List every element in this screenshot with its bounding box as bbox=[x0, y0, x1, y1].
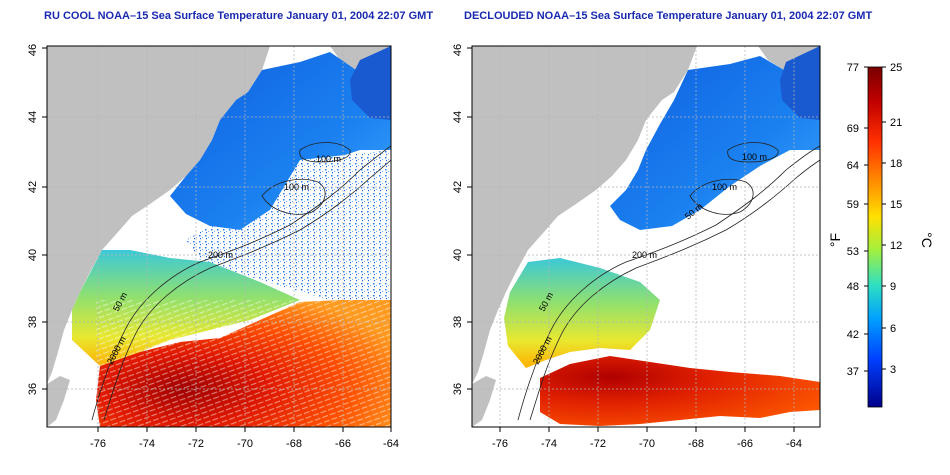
left-land-mass bbox=[47, 46, 270, 384]
left-y-tick: 36 bbox=[27, 383, 39, 395]
right-y-axis: 36 38 40 42 44 46 bbox=[452, 44, 472, 395]
left-isobath-label-2: 100 m bbox=[284, 182, 309, 192]
right-y-tick: 38 bbox=[452, 316, 464, 328]
right-x-tick: -72 bbox=[590, 438, 606, 450]
left-x-tick: -64 bbox=[383, 438, 399, 450]
colorbar-f-tick: 37 bbox=[847, 366, 859, 378]
left-x-axis: -76 -74 -72 -70 -68 -66 -64 bbox=[90, 427, 399, 450]
colorbar-c-tick: 21 bbox=[890, 117, 902, 129]
colorbar-c-tick: 18 bbox=[890, 158, 902, 170]
left-cloud-speckle bbox=[186, 150, 391, 300]
left-cloud-streaks bbox=[96, 300, 391, 427]
left-grid bbox=[47, 46, 391, 427]
right-x-tick: -76 bbox=[492, 438, 508, 450]
right-cold-east bbox=[780, 46, 820, 120]
right-x-axis: -76 -74 -72 -70 -68 -66 -64 bbox=[492, 427, 802, 450]
left-y-tick: 46 bbox=[27, 44, 39, 56]
colorbar-f-tick: 69 bbox=[847, 123, 859, 135]
colorbar-f-tick: 53 bbox=[847, 246, 859, 258]
colorbar-celsius-label: °C bbox=[919, 232, 935, 248]
right-x-tick: -74 bbox=[541, 438, 557, 450]
right-y-tick: 36 bbox=[452, 383, 464, 395]
right-isobath-label-1: 100 m bbox=[742, 152, 767, 162]
colorbar-gradient bbox=[867, 66, 883, 408]
right-y-tick: 42 bbox=[452, 181, 464, 193]
right-cold-water bbox=[610, 56, 820, 230]
right-x-tick: -68 bbox=[688, 438, 704, 450]
right-y-tick: 46 bbox=[452, 44, 464, 56]
left-y-tick: 42 bbox=[27, 181, 39, 193]
right-y-tick: 40 bbox=[452, 249, 464, 261]
colorbar-c-tick: 15 bbox=[890, 199, 902, 211]
colorbar-f-tick: 77 bbox=[847, 62, 859, 74]
right-map: 100 m 100 m 50 m 200 m 50 m 2000 m -76 -… bbox=[452, 44, 821, 450]
right-x-tick: -66 bbox=[737, 438, 753, 450]
right-grid bbox=[472, 46, 820, 427]
left-x-tick: -70 bbox=[237, 438, 253, 450]
colorbar-c-tick: 9 bbox=[890, 281, 896, 293]
right-map-frame bbox=[471, 45, 821, 428]
colorbar-c-tick: 12 bbox=[890, 240, 902, 252]
right-y-tick: 44 bbox=[452, 111, 464, 123]
right-isobath-label-2: 100 m bbox=[712, 182, 737, 192]
right-x-tick: -64 bbox=[786, 438, 802, 450]
left-map: 100 m 100 m 200 m 50 m 2000 m -76 -74 -7… bbox=[27, 44, 399, 450]
colorbar-fahrenheit-label: °F bbox=[827, 233, 843, 247]
left-isobath-label-1: 100 m bbox=[316, 154, 341, 164]
colorbar-c-tick: 25 bbox=[890, 62, 902, 74]
colorbar-f-tick: 59 bbox=[847, 199, 859, 211]
left-cold-water bbox=[170, 52, 391, 230]
left-map-frame bbox=[46, 45, 392, 428]
colorbar: 77 69 64 59 53 48 42 37 25 21 18 15 12 9… bbox=[827, 62, 935, 408]
left-x-tick: -76 bbox=[90, 438, 106, 450]
right-isobath-label-4: 200 m bbox=[632, 250, 657, 260]
colorbar-c-tick: 6 bbox=[890, 323, 896, 335]
left-y-tick: 38 bbox=[27, 316, 39, 328]
colorbar-f-tick: 42 bbox=[847, 329, 859, 341]
right-land-mass bbox=[472, 46, 697, 384]
left-map-title: RU COOL NOAA–15 Sea Surface Temperature … bbox=[44, 10, 434, 22]
left-y-axis: 36 38 40 42 44 46 bbox=[27, 44, 47, 395]
left-isobath-label-3: 200 m bbox=[208, 250, 233, 260]
left-x-tick: -66 bbox=[335, 438, 351, 450]
colorbar-c-tick: 3 bbox=[890, 364, 896, 376]
left-x-tick: -72 bbox=[188, 438, 204, 450]
left-y-tick: 40 bbox=[27, 249, 39, 261]
right-x-tick: -70 bbox=[639, 438, 655, 450]
left-y-tick: 44 bbox=[27, 111, 39, 123]
colorbar-f-tick: 64 bbox=[847, 160, 859, 172]
left-cold-east bbox=[350, 46, 391, 120]
colorbar-f-tick: 48 bbox=[847, 281, 859, 293]
left-x-tick: -74 bbox=[139, 438, 155, 450]
right-map-title: DECLOUDED NOAA–15 Sea Surface Temperatur… bbox=[464, 10, 873, 22]
right-mid-temp-water bbox=[504, 258, 660, 368]
left-x-tick: -68 bbox=[286, 438, 302, 450]
right-warm-water bbox=[540, 356, 820, 426]
